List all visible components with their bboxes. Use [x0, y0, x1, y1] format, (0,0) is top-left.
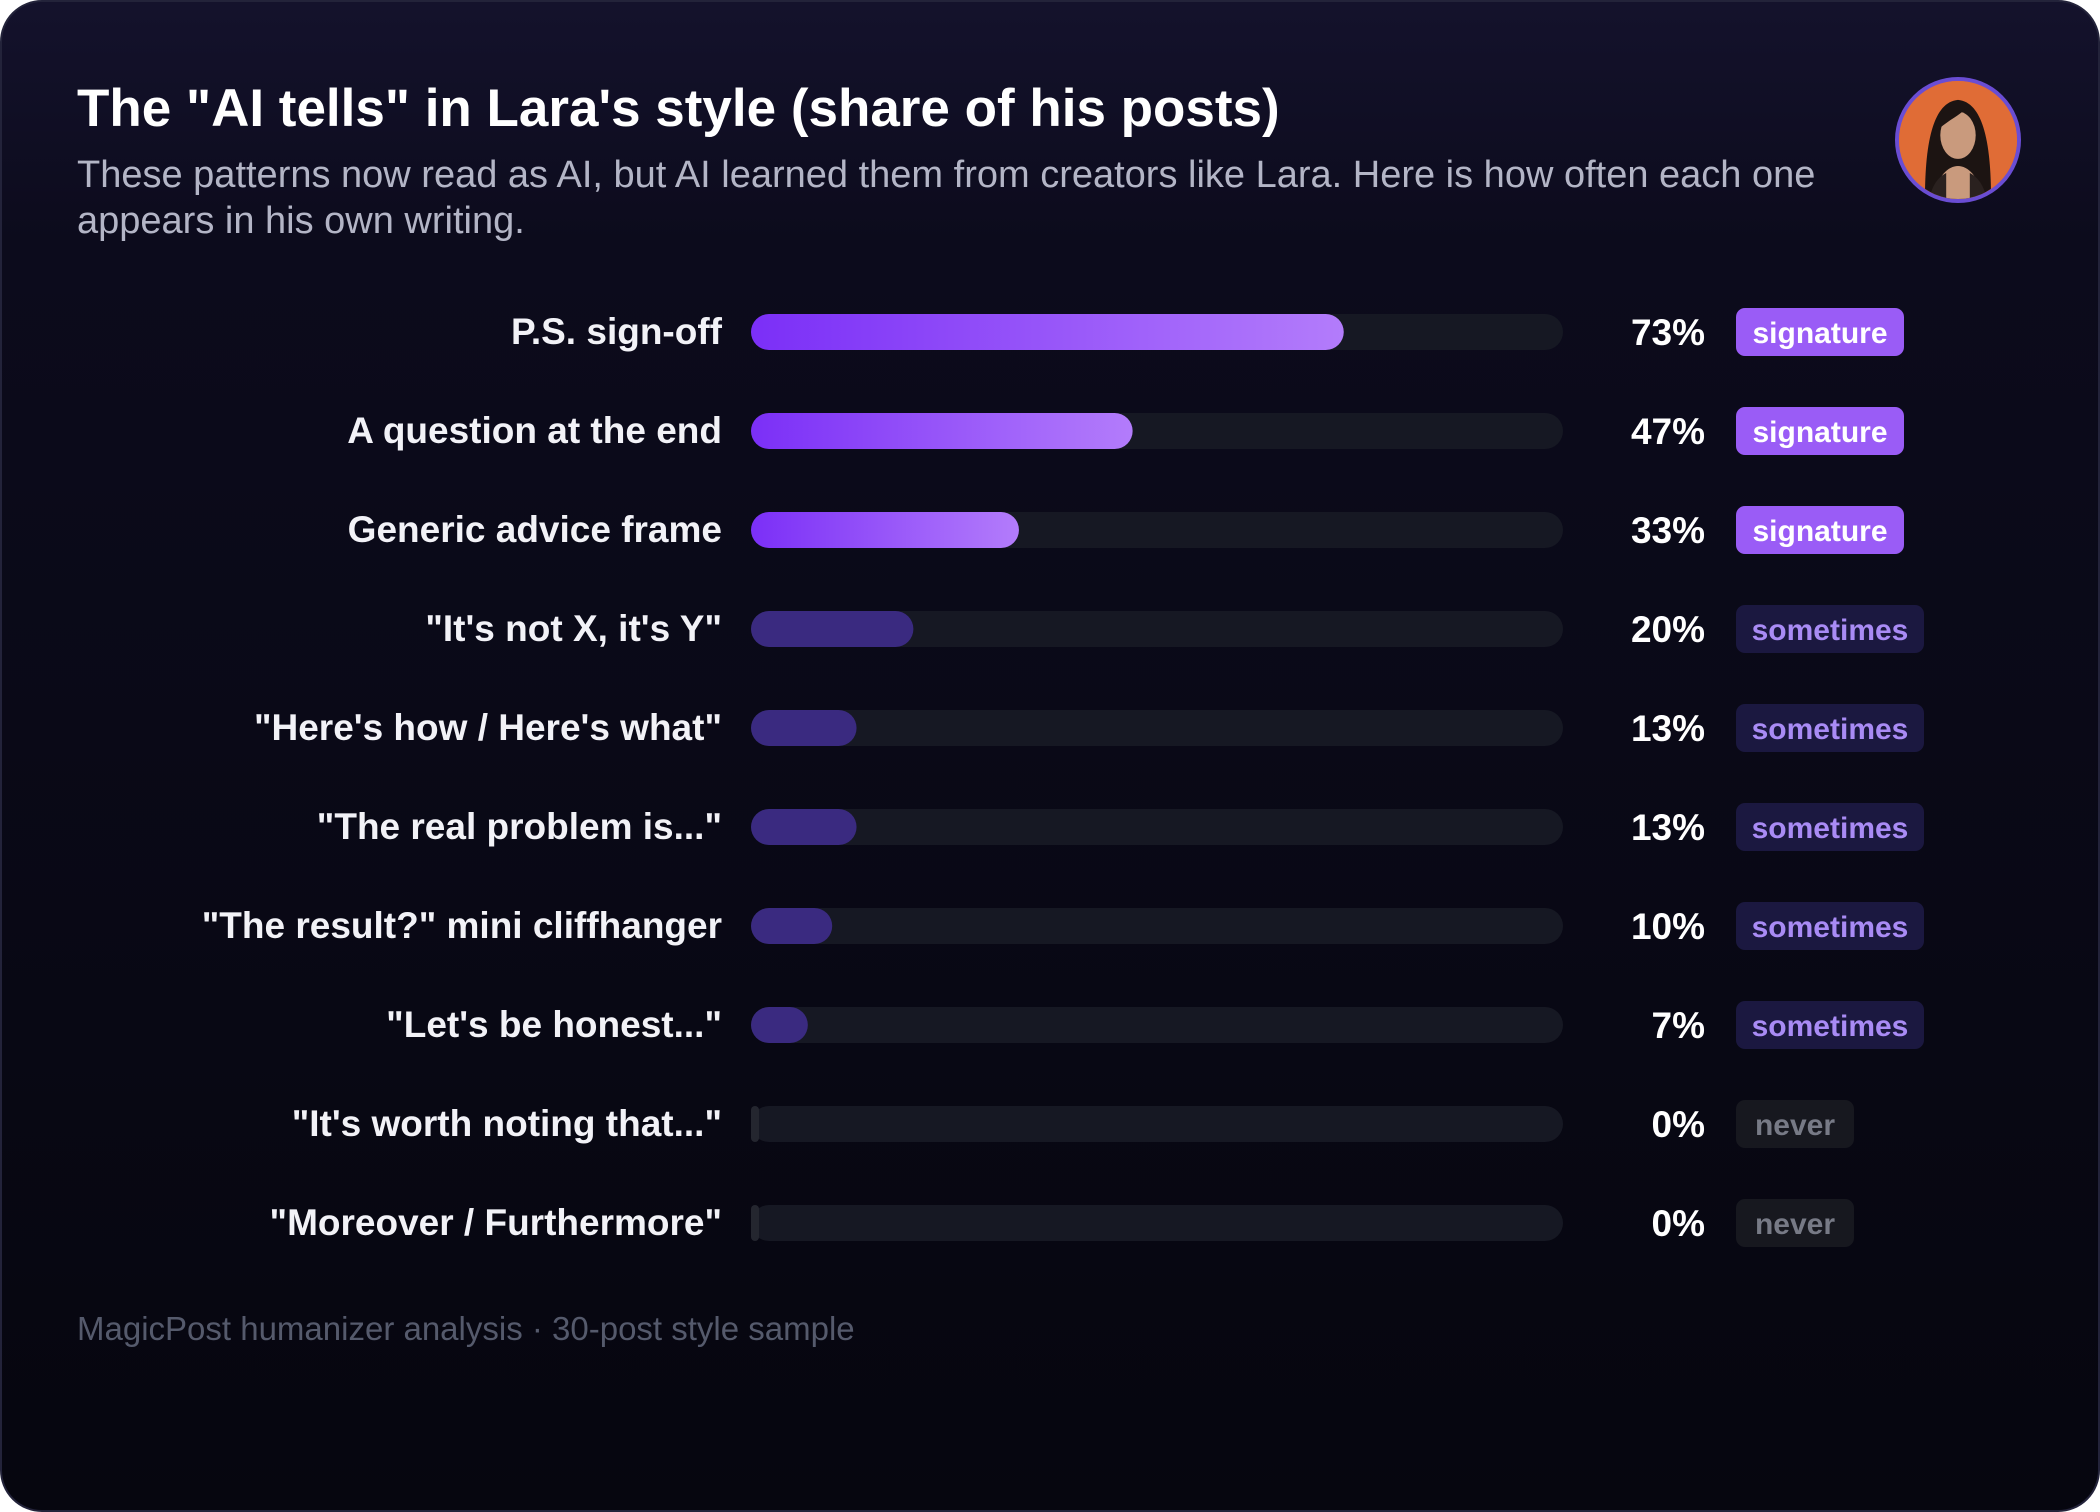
bar	[751, 413, 1133, 449]
badge	[1736, 902, 1924, 950]
footer-note: MagicPost humanizer analysis · 30-post s…	[77, 1310, 855, 1347]
bar-row: "It's not X, it's Y" 20% sometimes	[425, 605, 1924, 653]
badge-label: sometimes	[1752, 812, 1909, 845]
bar-track	[751, 710, 1563, 746]
value-label: 13%	[1631, 708, 1705, 749]
bar-row: "Here's how / Here's what" 13% sometimes	[254, 704, 1924, 752]
bar-track	[751, 611, 1563, 647]
bar-row: "Moreover / Furthermore" 0% never	[270, 1199, 1854, 1247]
bar	[751, 908, 833, 944]
badge	[1736, 803, 1924, 851]
category-label: A question at the end	[347, 410, 722, 451]
bar-track	[751, 1205, 1563, 1241]
badge	[1736, 1199, 1854, 1247]
chart-title: The "AI tells" in Lara's style (share of…	[77, 79, 1280, 138]
category-label: Generic advice frame	[348, 509, 722, 550]
bar	[751, 314, 1344, 350]
bar-track	[751, 908, 1563, 944]
badge	[1736, 407, 1904, 455]
category-label: "The real problem is..."	[317, 806, 722, 847]
category-label: "Moreover / Furthermore"	[270, 1202, 722, 1243]
category-label: "Let's be honest..."	[386, 1004, 722, 1045]
badge-label: signature	[1752, 317, 1887, 350]
badge	[1736, 308, 1904, 356]
bar	[751, 809, 857, 845]
value-label: 33%	[1631, 510, 1705, 551]
badge-label: never	[1755, 1208, 1835, 1241]
badge-label: signature	[1752, 515, 1887, 548]
value-label: 0%	[1652, 1203, 1705, 1244]
badge	[1736, 1001, 1924, 1049]
bar	[751, 1007, 808, 1043]
value-label: 10%	[1631, 906, 1705, 947]
category-label: "Here's how / Here's what"	[254, 707, 722, 748]
bar-row: "It's worth noting that..." 0% never	[292, 1100, 1854, 1148]
bar-row: "The real problem is..." 13% sometimes	[317, 803, 1924, 851]
category-label: "The result?" mini cliffhanger	[202, 905, 722, 946]
badge	[1736, 704, 1924, 752]
bar-row: P.S. sign-off 73% signature	[511, 308, 1904, 356]
bar-track	[751, 1007, 1563, 1043]
bar	[751, 1106, 759, 1142]
bar	[751, 710, 857, 746]
category-label: "It's not X, it's Y"	[425, 608, 722, 649]
bar-row: "Let's be honest..." 7% sometimes	[386, 1001, 1924, 1049]
profile-photo-icon	[1899, 81, 2017, 199]
bar	[751, 512, 1019, 548]
value-label: 20%	[1631, 609, 1705, 650]
bar-track	[751, 1106, 1563, 1142]
badge	[1736, 1100, 1854, 1148]
chart-subtitle: These patterns now read as AI, but AI le…	[77, 154, 1816, 242]
value-label: 47%	[1631, 411, 1705, 452]
avatar	[1895, 77, 2021, 203]
badge-label: sometimes	[1752, 614, 1909, 647]
badge-label: sometimes	[1752, 911, 1909, 944]
badge-label: sometimes	[1752, 713, 1909, 746]
badge	[1736, 506, 1904, 554]
value-label: 7%	[1652, 1005, 1705, 1046]
value-label: 73%	[1631, 312, 1705, 353]
bar-row: Generic advice frame 33% signature	[348, 506, 1904, 554]
badge-label: never	[1755, 1109, 1835, 1142]
badge	[1736, 605, 1924, 653]
value-label: 0%	[1652, 1104, 1705, 1145]
bar-row: A question at the end 47% signature	[347, 407, 1904, 455]
category-label: P.S. sign-off	[511, 311, 723, 352]
value-label: 13%	[1631, 807, 1705, 848]
bar-track	[751, 809, 1563, 845]
badge-label: sometimes	[1752, 1010, 1909, 1043]
bar	[751, 611, 914, 647]
bar	[751, 1205, 759, 1241]
category-label: "It's worth noting that..."	[292, 1103, 722, 1144]
bar-row: "The result?" mini cliffhanger 10% sometim…	[202, 902, 1924, 950]
badge-label: signature	[1752, 416, 1887, 449]
